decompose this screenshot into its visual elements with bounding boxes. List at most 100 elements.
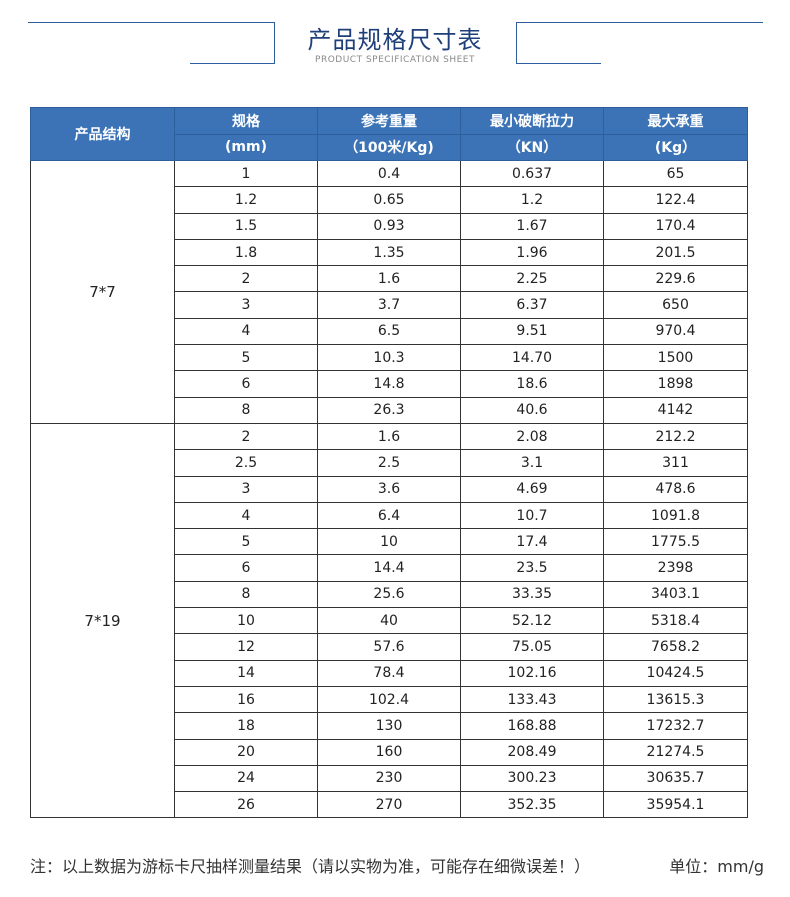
- table-row: 24 230 300.23 30635.7: [31, 764, 748, 793]
- spec-cell: 2.5: [174, 449, 318, 477]
- spec-table: 产品结构 规格 参考重量 最小破断拉力 最大承重 (mm) （100米/Kg) …: [30, 107, 748, 819]
- spec-cell: 12: [174, 633, 318, 661]
- structure-cell: 7*7: [30, 160, 175, 424]
- breaking-force-cell: 10.7: [460, 501, 604, 530]
- table-row: 3 3.6 4.69 478.6: [31, 475, 748, 503]
- max-load-cell: 35954.1: [603, 791, 748, 819]
- page-header: 产品规格尺寸表 PRODUCT SPECIFICATION SHEET: [0, 0, 790, 80]
- decor-line: [190, 63, 275, 64]
- header-breaking-force: 最小破断拉力: [460, 107, 604, 135]
- max-load-cell: 1898: [603, 370, 748, 398]
- weight-cell: 78.4: [317, 659, 461, 687]
- max-load-cell: 970.4: [603, 317, 748, 346]
- breaking-force-cell: 23.5: [460, 554, 604, 582]
- spec-cell: 4: [174, 501, 318, 530]
- weight-cell: 0.65: [317, 186, 461, 214]
- table-row: 10 40 52.12 5318.4: [31, 607, 748, 635]
- breaking-force-cell: 2.08: [460, 422, 604, 451]
- spec-cell: 3: [174, 475, 318, 503]
- spec-cell: 6: [174, 554, 318, 582]
- spec-cell: 1.8: [174, 238, 318, 267]
- weight-cell: 1.6: [317, 422, 461, 451]
- table-row: 20 160 208.49 21274.5: [31, 738, 748, 766]
- weight-cell: 26.3: [317, 396, 461, 424]
- weight-cell: 1.35: [317, 238, 461, 267]
- breaking-force-cell: 102.16: [460, 659, 604, 687]
- spec-cell: 24: [174, 764, 318, 793]
- footer-unit: 单位：mm/g: [669, 857, 764, 876]
- breaking-force-cell: 1.2: [460, 186, 604, 214]
- spec-cell: 3: [174, 291, 318, 319]
- spec-cell: 26: [174, 791, 318, 819]
- breaking-force-cell: 0.637: [460, 159, 604, 188]
- spec-cell: 8: [174, 396, 318, 424]
- spec-cell: 18: [174, 712, 318, 740]
- header-spec: 规格: [174, 107, 318, 135]
- max-load-cell: 3403.1: [603, 580, 748, 609]
- table-row: 4 6.4 10.7 1091.8: [31, 501, 748, 530]
- breaking-force-cell: 4.69: [460, 475, 604, 503]
- table-row: 8 25.6 33.35 3403.1: [31, 580, 748, 609]
- weight-cell: 6.5: [317, 317, 461, 346]
- max-load-cell: 201.5: [603, 238, 748, 267]
- weight-cell: 2.5: [317, 449, 461, 477]
- decor-line: [28, 22, 275, 23]
- breaking-force-cell: 168.88: [460, 712, 604, 740]
- header-breaking-force-unit: （KN）: [460, 133, 604, 161]
- header-spec-unit: (mm): [174, 133, 318, 161]
- structure-cell: 7*19: [30, 422, 175, 819]
- breaking-force-cell: 1.67: [460, 212, 604, 240]
- max-load-cell: 2398: [603, 554, 748, 582]
- weight-cell: 102.4: [317, 685, 461, 714]
- breaking-force-cell: 3.1: [460, 449, 604, 477]
- table-row: 4 6.5 9.51 970.4: [31, 317, 748, 346]
- weight-cell: 10: [317, 528, 461, 556]
- table-row: 7*7 1 0.4 0.637 65: [30, 159, 748, 424]
- max-load-cell: 17232.7: [603, 712, 748, 740]
- table-row: 3 3.7 6.37 650: [31, 291, 748, 319]
- spec-cell: 10: [174, 607, 318, 635]
- weight-cell: 0.93: [317, 212, 461, 240]
- breaking-force-cell: 40.6: [460, 396, 604, 424]
- breaking-force-cell: 2.25: [460, 265, 604, 293]
- spec-cell: 2: [174, 422, 318, 451]
- max-load-cell: 5318.4: [603, 607, 748, 635]
- spec-cell: 6: [174, 370, 318, 398]
- spec-cell: 2: [174, 265, 318, 293]
- max-load-cell: 170.4: [603, 212, 748, 240]
- max-load-cell: 650: [603, 291, 748, 319]
- header-weight-unit: （100米/Kg): [317, 133, 461, 161]
- weight-cell: 130: [317, 712, 461, 740]
- breaking-force-cell: 6.37: [460, 291, 604, 319]
- max-load-cell: 10424.5: [603, 659, 748, 687]
- spec-cell: 1: [174, 159, 318, 188]
- weight-cell: 1.6: [317, 265, 461, 293]
- weight-cell: 25.6: [317, 580, 461, 609]
- table-row: 18 130 168.88 17232.7: [31, 712, 748, 740]
- breaking-force-cell: 352.35: [460, 791, 604, 819]
- breaking-force-cell: 17.4: [460, 528, 604, 556]
- table-row: 6 14.4 23.5 2398: [31, 554, 748, 582]
- header-weight: 参考重量: [317, 107, 461, 135]
- max-load-cell: 478.6: [603, 475, 748, 503]
- weight-cell: 270: [317, 791, 461, 819]
- breaking-force-cell: 33.35: [460, 580, 604, 609]
- spec-table-body: 7*7 1 0.4 0.637 65 1.2 0.65 1.2 122.4 1.5 0.93 1.67…: [30, 159, 748, 819]
- max-load-cell: 1091.8: [603, 501, 748, 530]
- header-max-load: 最大承重: [603, 107, 748, 135]
- table-row: 2 1.6 2.25 229.6: [31, 265, 748, 293]
- table-row: 5 10 17.4 1775.5: [31, 528, 748, 556]
- spec-cell: 14: [174, 659, 318, 687]
- breaking-force-cell: 75.05: [460, 633, 604, 661]
- weight-cell: 40: [317, 607, 461, 635]
- spec-table-header: 产品结构 规格 参考重量 最小破断拉力 最大承重 (mm) （100米/Kg) …: [30, 107, 748, 161]
- max-load-cell: 7658.2: [603, 633, 748, 661]
- table-row: 1.2 0.65 1.2 122.4: [31, 186, 748, 214]
- max-load-cell: 65: [603, 159, 748, 188]
- footer-note: 注：以上数据为游标卡尺抽样测量结果（请以实物为准，可能存在细微误差！）: [30, 857, 591, 876]
- max-load-cell: 1775.5: [603, 528, 748, 556]
- table-row: 16 102.4 133.43 13615.3: [31, 685, 748, 714]
- weight-cell: 3.7: [317, 291, 461, 319]
- spec-cell: 1.5: [174, 212, 318, 240]
- breaking-force-cell: 14.70: [460, 344, 604, 372]
